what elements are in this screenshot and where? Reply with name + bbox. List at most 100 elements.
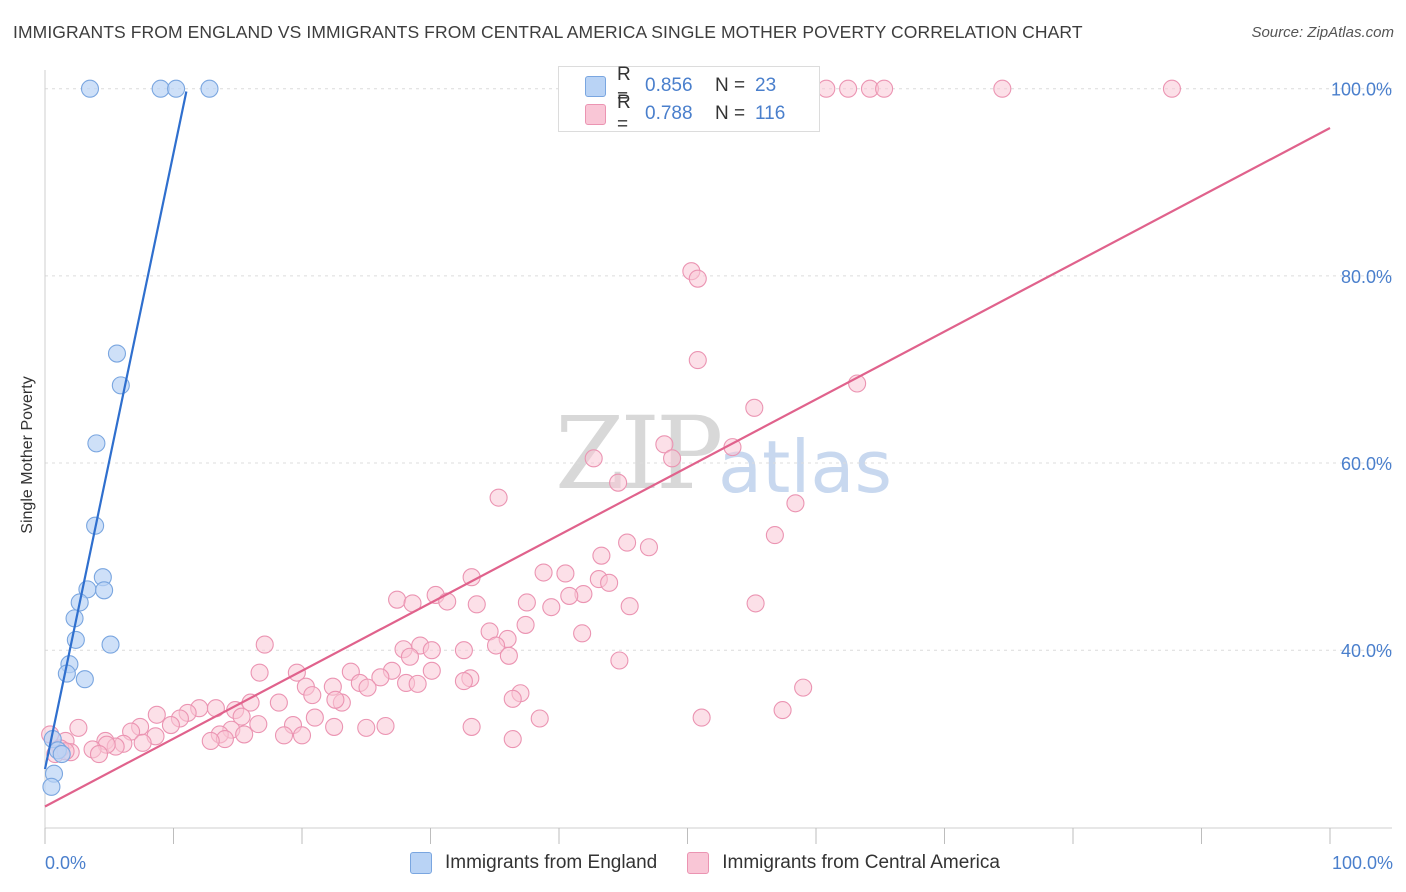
- legend-row-england: R = 0.856 N = 23: [585, 64, 777, 107]
- central-america-point: [371, 668, 390, 687]
- central-america-point: [618, 533, 637, 552]
- central-america-point: [249, 715, 268, 734]
- central-america-point: [503, 730, 522, 749]
- central-america-point: [655, 435, 674, 454]
- central-america-point: [516, 615, 535, 634]
- central-america-point: [663, 449, 682, 468]
- central-america-point: [250, 663, 269, 682]
- central-america-point: [89, 745, 109, 764]
- england-point: [52, 745, 71, 764]
- central-america-point: [610, 651, 629, 670]
- r-value-england: 0.856: [645, 75, 693, 96]
- central-america-point: [688, 351, 707, 370]
- central-america-point: [503, 689, 522, 708]
- central-america-point: [269, 693, 288, 712]
- central-america-point: [201, 731, 220, 751]
- central-america-point: [454, 641, 473, 660]
- central-america-point: [358, 678, 377, 697]
- legend-label-central-america: Immigrants from Central America: [722, 852, 1000, 873]
- correlation-legend: R = 0.856 N = 23 R = 0.788 N = 116: [558, 64, 820, 135]
- central-america-point: [147, 705, 166, 724]
- central-america-point: [376, 716, 395, 736]
- central-america-point: [517, 593, 536, 612]
- central-america-point: [609, 473, 628, 492]
- central-america-point: [467, 595, 486, 614]
- n-label: N =: [715, 103, 746, 124]
- central-america-point: [255, 635, 274, 654]
- y-tick-label: 40.0%: [1341, 641, 1392, 661]
- england-points: [42, 79, 219, 796]
- central-america-point: [499, 646, 518, 665]
- central-america-point: [584, 449, 603, 468]
- legend-label-england: Immigrants from England: [445, 852, 658, 873]
- central-america-point: [542, 598, 561, 617]
- central-america-point: [133, 733, 152, 752]
- central-america-point: [817, 79, 836, 98]
- england-point: [42, 777, 61, 796]
- grid: [45, 88, 1392, 651]
- central-america-point: [454, 672, 473, 691]
- r-label: R =: [617, 64, 631, 107]
- central-america-point: [422, 641, 441, 660]
- england-point: [200, 79, 219, 98]
- central-america-point: [534, 563, 553, 582]
- central-america-trend-line: [44, 127, 1331, 808]
- england-trend-line: [43, 91, 188, 770]
- central-america-point: [592, 546, 611, 565]
- y-tick-label: 60.0%: [1341, 454, 1392, 474]
- central-america-point: [765, 526, 784, 545]
- axes: [44, 70, 1392, 844]
- central-america-point: [560, 586, 579, 605]
- england-point: [101, 635, 120, 654]
- trend-lines: [43, 91, 1331, 808]
- n-label: N =: [715, 75, 746, 96]
- central-america-point: [292, 726, 312, 745]
- central-america-point: [161, 716, 180, 735]
- central-america-point: [794, 678, 813, 697]
- x-tick-label: 100.0%: [1332, 853, 1393, 873]
- central-america-point: [303, 686, 322, 705]
- central-america-point: [600, 573, 619, 592]
- legend-item-central-america[interactable]: Immigrants from Central America: [687, 852, 1000, 874]
- england-swatch: [410, 852, 432, 874]
- central-america-point: [773, 701, 792, 720]
- central-america-point: [875, 79, 894, 98]
- r-label: R =: [617, 92, 631, 135]
- england-point: [87, 434, 106, 453]
- r-value-central-america: 0.788: [645, 103, 693, 124]
- england-point: [151, 79, 170, 98]
- central-america-point: [438, 592, 457, 611]
- central-america-point: [993, 79, 1012, 98]
- central-america-point: [556, 564, 575, 583]
- source-label: Source: ZipAtlas.com: [1251, 24, 1394, 41]
- series-legend: Immigrants from England Immigrants from …: [410, 852, 1030, 874]
- watermark-atlas: atlas: [718, 425, 892, 509]
- central-america-point: [326, 690, 345, 709]
- central-america-point: [1162, 79, 1181, 98]
- central-america-point: [692, 708, 711, 727]
- central-america-point: [746, 594, 765, 613]
- england-swatch: [585, 75, 606, 97]
- legend-row-central-america: R = 0.788 N = 116: [585, 92, 786, 135]
- central-america-swatch: [585, 103, 606, 125]
- n-value-central-america: 116: [755, 103, 786, 124]
- x-tick-label: 0.0%: [45, 853, 86, 873]
- central-america-point: [530, 709, 549, 728]
- n-value-england: 23: [755, 75, 777, 96]
- central-america-point: [489, 488, 508, 507]
- england-point: [80, 79, 100, 98]
- central-america-point: [69, 718, 88, 737]
- central-america-point: [573, 624, 592, 643]
- central-america-point: [486, 636, 506, 655]
- tick-labels: 40.0% 60.0% 80.0% 100.0% 0.0% 100.0%: [45, 80, 1393, 873]
- central-america-swatch: [687, 852, 710, 874]
- england-point: [95, 581, 114, 600]
- england-point: [107, 344, 127, 363]
- central-america-point: [786, 494, 805, 513]
- central-america-point: [620, 597, 639, 616]
- y-tick-label: 80.0%: [1341, 267, 1392, 287]
- central-america-point: [422, 661, 441, 680]
- england-point: [167, 79, 186, 98]
- legend-item-england[interactable]: Immigrants from England: [410, 852, 657, 874]
- central-america-point: [400, 647, 419, 666]
